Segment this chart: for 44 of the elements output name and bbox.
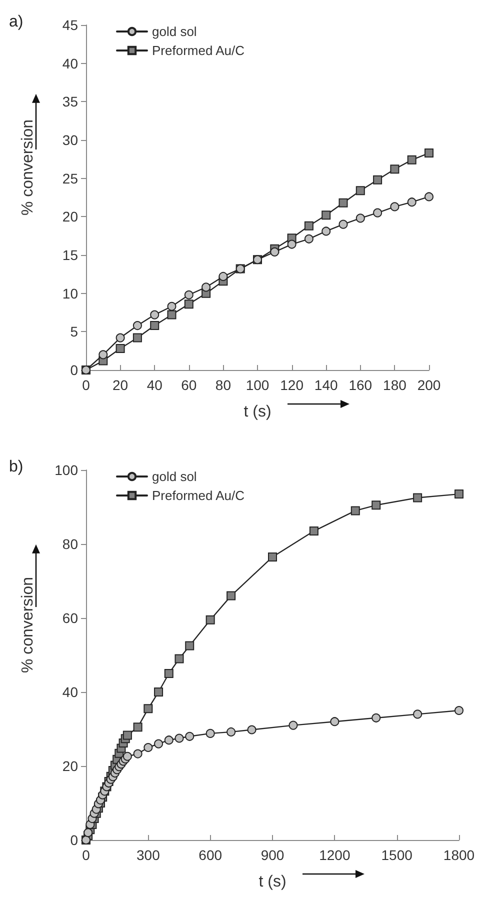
chart-title: a) xyxy=(9,14,24,30)
x-tick-label: 200 xyxy=(417,377,441,393)
y-tick-label: 100 xyxy=(54,462,78,478)
y-tick-label: 10 xyxy=(62,285,78,302)
y-tick-label: 30 xyxy=(62,132,78,148)
x-tick-label: 180 xyxy=(383,377,407,393)
y-tick-label: 20 xyxy=(62,758,78,774)
x-tick-label: 160 xyxy=(348,377,372,393)
y-tick-label: 40 xyxy=(62,55,78,72)
legend-label: gold sol xyxy=(152,469,197,484)
y-axis-title: % conversion xyxy=(20,576,36,674)
x-tick-label: 1200 xyxy=(319,847,350,863)
x-tick-label: 80 xyxy=(215,377,232,393)
y-tick-label: 40 xyxy=(62,684,78,700)
x-tick-label: 0 xyxy=(82,377,90,393)
y-tick-label: 80 xyxy=(62,536,78,552)
x-tick-label: 40 xyxy=(146,377,163,393)
legend-label: Preformed Au/C xyxy=(152,43,244,58)
x-tick-label: 20 xyxy=(112,377,128,393)
x-tick-label: 1800 xyxy=(443,847,475,863)
x-tick-label: 600 xyxy=(198,847,222,863)
y-tick-label: 0 xyxy=(70,362,78,378)
x-tick-label: 120 xyxy=(280,377,304,393)
x-tick-label: 300 xyxy=(136,847,160,863)
y-tick-label: 15 xyxy=(62,247,78,263)
x-tick-label: 900 xyxy=(260,847,284,863)
x-tick-label: 100 xyxy=(246,377,270,393)
y-tick-label: 25 xyxy=(62,170,78,186)
y-tick-label: 0 xyxy=(70,832,78,848)
x-tick-label: 0 xyxy=(82,847,90,863)
x-axis-title: t (s) xyxy=(244,404,272,420)
y-tick-label: 20 xyxy=(62,208,78,225)
y-tick-label: 60 xyxy=(62,610,78,626)
x-tick-label: 140 xyxy=(314,377,338,393)
y-tick-label: 35 xyxy=(62,94,78,110)
x-axis-title: t (s) xyxy=(258,874,286,890)
chart-title: b) xyxy=(9,458,24,476)
y-tick-label: 5 xyxy=(70,324,78,340)
x-tick-label: 1500 xyxy=(381,847,413,863)
legend-label: Preformed Au/C xyxy=(152,488,244,503)
y-axis-title: % conversion xyxy=(20,119,36,216)
legend-label: gold sol xyxy=(152,24,197,39)
x-tick-label: 60 xyxy=(181,377,197,393)
y-tick-label: 45 xyxy=(62,17,78,33)
